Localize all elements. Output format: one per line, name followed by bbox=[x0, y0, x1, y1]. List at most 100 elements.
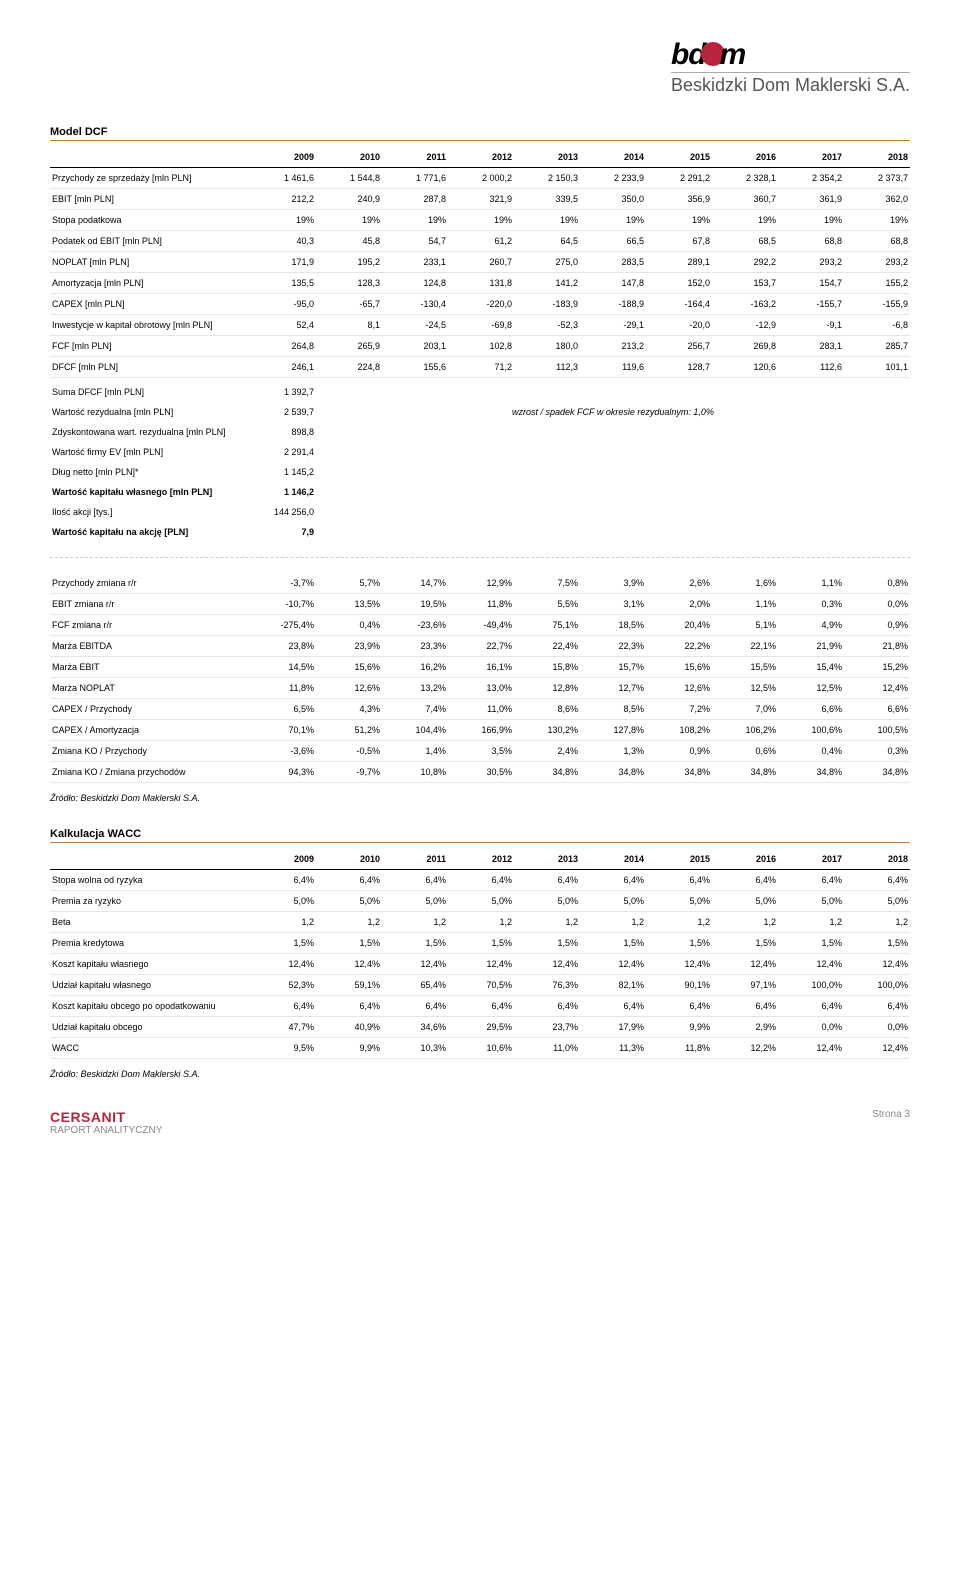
cell: 7,9 bbox=[250, 522, 316, 542]
cell: 12,7% bbox=[580, 678, 646, 699]
cell: 102,8 bbox=[448, 336, 514, 357]
row-label: Zdyskontowana wart. rezydualna [mln PLN] bbox=[50, 422, 250, 442]
row-label: Zmiana KO / Zmiana przychodów bbox=[50, 762, 250, 783]
cell: 6,4% bbox=[580, 996, 646, 1017]
cell: 141,2 bbox=[514, 273, 580, 294]
cell: 66,5 bbox=[580, 231, 646, 252]
row-label: Zmiana KO / Przychody bbox=[50, 741, 250, 762]
cell: 153,7 bbox=[712, 273, 778, 294]
cell: 0,8% bbox=[844, 573, 910, 594]
table-row: Podatek od EBIT [mln PLN]40,345,854,761,… bbox=[50, 231, 910, 252]
dcf-table: 200920102011 201220132014 201520162017 2… bbox=[50, 147, 910, 378]
cell: 11,8% bbox=[448, 594, 514, 615]
row-label: Przychody ze sprzedaży [mln PLN] bbox=[50, 168, 250, 189]
cell: 104,4% bbox=[382, 720, 448, 741]
cell: 6,4% bbox=[778, 996, 844, 1017]
row-label: Podatek od EBIT [mln PLN] bbox=[50, 231, 250, 252]
cell: 21,9% bbox=[778, 636, 844, 657]
cell: 11,0% bbox=[448, 699, 514, 720]
cell: 166,9% bbox=[448, 720, 514, 741]
table-row: WACC9,5%9,9%10,3%10,6%11,0%11,3%11,8%12,… bbox=[50, 1038, 910, 1059]
row-label: EBIT [mln PLN] bbox=[50, 189, 250, 210]
cell: 7,4% bbox=[382, 699, 448, 720]
cell: -155,7 bbox=[778, 294, 844, 315]
table-row: EBIT [mln PLN]212,2240,9287,8321,9339,53… bbox=[50, 189, 910, 210]
cell: -9,7% bbox=[316, 762, 382, 783]
cell: 0,9% bbox=[646, 741, 712, 762]
table-row: Amortyzacja [mln PLN]135,5128,3124,8131,… bbox=[50, 273, 910, 294]
summary-row: Ilość akcji [tys.]144 256,0 bbox=[50, 502, 910, 522]
cell: 18,5% bbox=[580, 615, 646, 636]
table-row: Zmiana KO / Przychody-3,6%-0,5%1,4%3,5%2… bbox=[50, 741, 910, 762]
cell: 108,2% bbox=[646, 720, 712, 741]
cell: 70,5% bbox=[448, 975, 514, 996]
cell: 147,8 bbox=[580, 273, 646, 294]
cell: 265,9 bbox=[316, 336, 382, 357]
cell: 64,5 bbox=[514, 231, 580, 252]
table-row: Premia kredytowa1,5%1,5%1,5%1,5%1,5%1,5%… bbox=[50, 933, 910, 954]
cell: 45,8 bbox=[316, 231, 382, 252]
cell: 6,6% bbox=[778, 699, 844, 720]
cell: 5,0% bbox=[382, 891, 448, 912]
cell: 12,4% bbox=[580, 954, 646, 975]
cell: 19% bbox=[778, 210, 844, 231]
cell: 5,0% bbox=[448, 891, 514, 912]
cell: 12,4% bbox=[514, 954, 580, 975]
cell: 15,6% bbox=[316, 657, 382, 678]
cell: 6,4% bbox=[646, 870, 712, 891]
cell: 3,1% bbox=[580, 594, 646, 615]
cell: 275,0 bbox=[514, 252, 580, 273]
cell: 51,2% bbox=[316, 720, 382, 741]
row-label: FCF zmiana r/r bbox=[50, 615, 250, 636]
cell: 11,3% bbox=[580, 1038, 646, 1059]
cell: 152,0 bbox=[646, 273, 712, 294]
cell: -188,9 bbox=[580, 294, 646, 315]
footer-page: Strona 3 bbox=[872, 1109, 910, 1136]
cell: 22,2% bbox=[646, 636, 712, 657]
cell: 1,1% bbox=[712, 594, 778, 615]
cell: 5,0% bbox=[580, 891, 646, 912]
row-label: Wartość rezydualna [mln PLN] bbox=[50, 402, 250, 422]
cell: 70,1% bbox=[250, 720, 316, 741]
cell: 119,6 bbox=[580, 357, 646, 378]
cell: 1,5% bbox=[580, 933, 646, 954]
cell: 30,5% bbox=[448, 762, 514, 783]
cell: 360,7 bbox=[712, 189, 778, 210]
cell: 19% bbox=[712, 210, 778, 231]
cell: 2 000,2 bbox=[448, 168, 514, 189]
table-row: CAPEX / Przychody6,5%4,3%7,4%11,0%8,6%8,… bbox=[50, 699, 910, 720]
cell: 224,8 bbox=[316, 357, 382, 378]
cell: 12,6% bbox=[316, 678, 382, 699]
wacc-title: Kalkulacja WACC bbox=[50, 828, 910, 843]
cell: 264,8 bbox=[250, 336, 316, 357]
row-label: Marża NOPLAT bbox=[50, 678, 250, 699]
cell: 233,1 bbox=[382, 252, 448, 273]
cell: 11,8% bbox=[646, 1038, 712, 1059]
cell: -12,9 bbox=[712, 315, 778, 336]
table-row: Beta1,21,21,21,21,21,21,21,21,21,2 bbox=[50, 912, 910, 933]
cell: 19% bbox=[844, 210, 910, 231]
cell: 13,5% bbox=[316, 594, 382, 615]
wacc-table: 200920102011 201220132014 201520162017 2… bbox=[50, 849, 910, 1059]
cell: 12,5% bbox=[778, 678, 844, 699]
cell: 47,7% bbox=[250, 1017, 316, 1038]
cell: 3,9% bbox=[580, 573, 646, 594]
table-row: NOPLAT [mln PLN]171,9195,2233,1260,7275,… bbox=[50, 252, 910, 273]
table-row: DFCF [mln PLN]246,1224,8155,671,2112,311… bbox=[50, 357, 910, 378]
cell: 10,6% bbox=[448, 1038, 514, 1059]
cell: 100,5% bbox=[844, 720, 910, 741]
cell: 12,9% bbox=[448, 573, 514, 594]
cell: -49,4% bbox=[448, 615, 514, 636]
table-row: Koszt kapitału obcego po opodatkowaniu6,… bbox=[50, 996, 910, 1017]
cell: 13,2% bbox=[382, 678, 448, 699]
table-row: Marża EBITDA23,8%23,9%23,3%22,7%22,4%22,… bbox=[50, 636, 910, 657]
cell: 6,4% bbox=[844, 996, 910, 1017]
summary-row: Wartość kapitału na akcję [PLN]7,9 bbox=[50, 522, 910, 542]
cell: 12,2% bbox=[712, 1038, 778, 1059]
table-row: Udział kapitału własnego52,3%59,1%65,4%7… bbox=[50, 975, 910, 996]
cell: -24,5 bbox=[382, 315, 448, 336]
cell: 106,2% bbox=[712, 720, 778, 741]
cell: 75,1% bbox=[514, 615, 580, 636]
cell: -164,4 bbox=[646, 294, 712, 315]
cell: -20,0 bbox=[646, 315, 712, 336]
